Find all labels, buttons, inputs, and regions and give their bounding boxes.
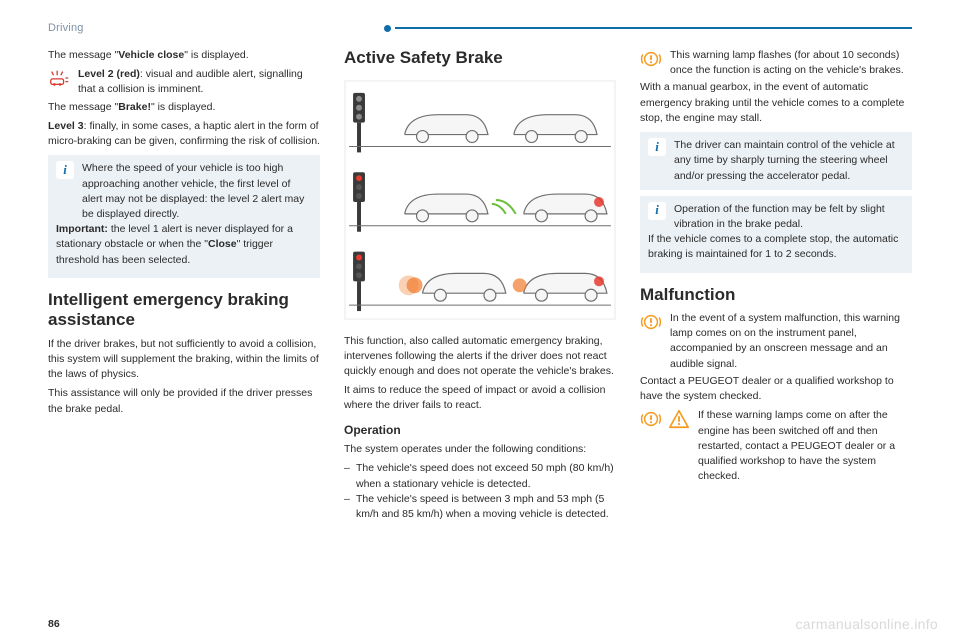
info-text: Where the speed of your vehicle is too h… <box>82 161 312 222</box>
heading-malfunction: Malfunction <box>640 285 912 305</box>
watermark: carmanualsonline.info <box>796 616 939 632</box>
info-icon: i <box>648 138 674 184</box>
page-header: Driving <box>48 22 912 34</box>
asb-p1: This function, also called automatic eme… <box>344 334 616 380</box>
malfunction-block-1: In the event of a system malfunction, th… <box>640 311 912 372</box>
info-text: Operation of the function may be felt by… <box>674 202 904 232</box>
malfunction-contact: Contact a PEUGEOT dealer or a qualified … <box>640 374 912 404</box>
heading-ieba: Intelligent emergency braking assistance <box>48 290 320 331</box>
text: The message " <box>48 49 118 61</box>
asb-p2: It aims to reduce the speed of impact or… <box>344 383 616 413</box>
page-number: 86 <box>48 618 60 630</box>
manual-gearbox-text: With a manual gearbox, in the event of a… <box>640 80 912 126</box>
warning-lamps-pair <box>640 408 698 484</box>
info-box-control: i The driver can maintain control of the… <box>640 132 912 190</box>
text-bold: Brake! <box>118 101 151 113</box>
column-3: This warning lamp flashes (for about 10 … <box>640 48 912 522</box>
text: : finally, in some cases, a haptic alert… <box>48 120 320 147</box>
section-title: Driving <box>48 22 84 34</box>
malfunction-text-2: If these warning lamps come on after the… <box>698 408 912 484</box>
level2-block: Level 2 (red): visual and audible alert,… <box>48 67 320 97</box>
warning-lamp-block: This warning lamp flashes (for about 10 … <box>640 48 912 78</box>
level3-text: Level 3: finally, in some cases, a hapti… <box>48 119 320 149</box>
heading-operation: Operation <box>344 422 616 439</box>
info-box-vibration: i Operation of the function may be felt … <box>640 196 912 273</box>
bullet-text: The vehicle's speed is between 3 mph and… <box>356 492 616 522</box>
info-text-2: If the vehicle comes to a complete stop,… <box>648 232 904 262</box>
text-bold: Close <box>208 238 237 250</box>
bullet-dash: – <box>344 461 356 491</box>
level2-text: Level 2 (red): visual and audible alert,… <box>78 67 320 97</box>
brake-warning-lamp-icon <box>640 311 670 372</box>
header-dot-icon <box>384 25 391 32</box>
manual-page: Driving The message "Vehicle close" is d… <box>0 0 960 640</box>
ieba-p2: This assistance will only be provided if… <box>48 386 320 416</box>
text-bold: Vehicle close <box>118 49 184 61</box>
text: " is displayed. <box>184 49 248 61</box>
text-bold: Important: <box>56 223 108 235</box>
heading-asb: Active Safety Brake <box>344 48 616 68</box>
info-icon: i <box>56 161 82 222</box>
malfunction-text-1: In the event of a system malfunction, th… <box>670 311 912 372</box>
brake-msg: The message "Brake!" is displayed. <box>48 100 320 115</box>
collision-warning-icon <box>48 67 78 97</box>
info-text: The driver can maintain control of the v… <box>674 138 904 184</box>
vehicle-close-msg: The message "Vehicle close" is displayed… <box>48 48 320 63</box>
brake-warning-lamp-icon <box>640 48 670 78</box>
operation-intro: The system operates under the following … <box>344 442 616 457</box>
text: The message " <box>48 101 118 113</box>
content-columns: The message "Vehicle close" is displayed… <box>48 48 912 522</box>
warning-lamp-text: This warning lamp flashes (for about 10 … <box>670 48 912 78</box>
operation-bullet-1: – The vehicle's speed does not exceed 50… <box>344 461 616 491</box>
column-1: The message "Vehicle close" is displayed… <box>48 48 320 522</box>
text: " is displayed. <box>151 101 215 113</box>
warning-triangle-icon <box>668 408 690 430</box>
info-icon: i <box>648 202 674 232</box>
text-bold: Level 3 <box>48 120 84 132</box>
brake-warning-lamp-icon <box>640 408 662 430</box>
active-safety-brake-diagram <box>344 80 616 320</box>
column-2: Active Safety Brake <box>344 48 616 522</box>
operation-bullet-2: – The vehicle's speed is between 3 mph a… <box>344 492 616 522</box>
info-important: Important: the level 1 alert is never di… <box>56 222 312 268</box>
malfunction-block-2: If these warning lamps come on after the… <box>640 408 912 484</box>
info-box-speed: i Where the speed of your vehicle is too… <box>48 155 320 278</box>
bullet-text: The vehicle's speed does not exceed 50 m… <box>356 461 616 491</box>
header-rule <box>384 25 912 32</box>
bullet-dash: – <box>344 492 356 522</box>
ieba-p1: If the driver brakes, but not sufficient… <box>48 337 320 383</box>
header-line <box>395 27 912 29</box>
text-bold: Level 2 (red) <box>78 68 140 80</box>
